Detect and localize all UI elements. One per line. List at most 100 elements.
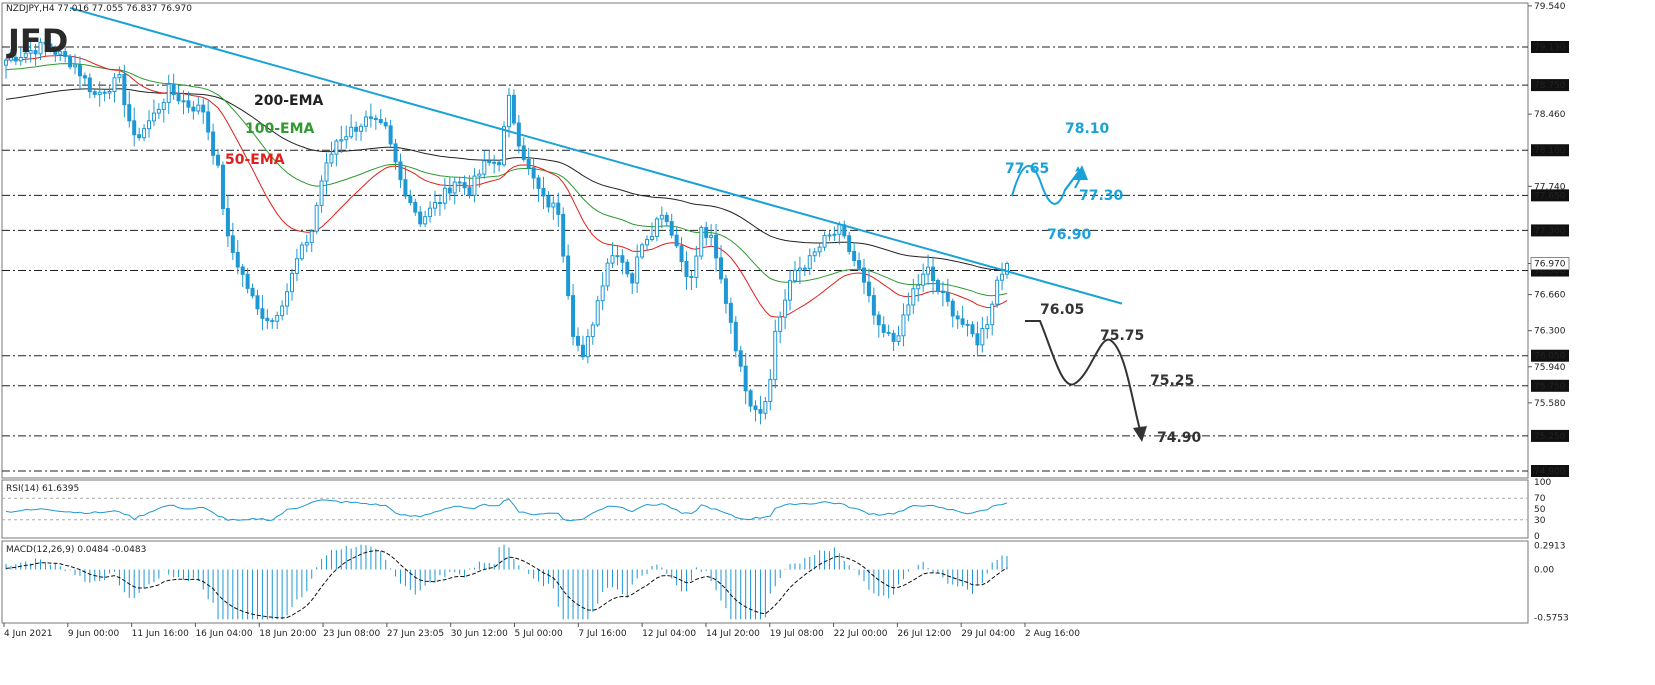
candle <box>802 264 807 277</box>
candle-body <box>521 145 526 160</box>
candle-body <box>220 164 225 210</box>
candle <box>359 123 364 141</box>
candle <box>58 46 63 62</box>
price-tick-79.540: 79.540 <box>1534 2 1566 12</box>
candle-body <box>728 302 733 323</box>
candle-body <box>344 136 349 141</box>
candle <box>285 283 290 315</box>
candle-body <box>53 48 58 55</box>
candle-body <box>1005 263 1009 275</box>
candle-body <box>97 91 102 95</box>
candle-body <box>635 256 640 284</box>
candle-body <box>758 409 763 414</box>
candle <box>827 230 832 241</box>
candle-body <box>265 317 270 322</box>
candle-body <box>886 331 891 334</box>
price-tick-79.130: 79.130 <box>1534 43 1566 53</box>
candle <box>437 194 442 216</box>
candle-body <box>398 161 403 181</box>
candle-body <box>147 120 151 130</box>
candle <box>462 175 467 196</box>
candle-body <box>719 257 723 280</box>
candle-body <box>625 261 630 275</box>
candle-body <box>995 279 1000 305</box>
candle-body <box>38 41 43 55</box>
candle <box>960 305 965 328</box>
bearish-arrow-head <box>1133 426 1147 442</box>
candle <box>871 287 876 325</box>
candle <box>580 335 585 360</box>
candle-body <box>107 91 112 94</box>
candle <box>147 110 151 138</box>
candle <box>630 271 635 294</box>
candle <box>738 345 743 372</box>
candle <box>206 100 211 141</box>
candle <box>699 225 704 260</box>
rsi-tick-30: 30 <box>1534 516 1546 526</box>
candle-body <box>467 187 472 196</box>
candle-body <box>783 299 788 318</box>
candle-body <box>186 100 191 108</box>
candle <box>349 114 354 139</box>
candle <box>546 191 551 213</box>
candle-body <box>442 187 447 204</box>
instrument-header: NZDJPY,H4 77.016 77.055 76.837 76.970 <box>6 4 192 14</box>
macd-tick-0.2913: 0.2913 <box>1534 541 1566 551</box>
jfd-logo: JFD <box>6 22 68 60</box>
candle-body <box>896 335 901 342</box>
candle <box>418 206 423 228</box>
bullish-level-76.90: 76.90 <box>1047 227 1092 243</box>
candle-body <box>926 266 931 275</box>
candle-body <box>334 140 339 155</box>
candle <box>763 396 768 420</box>
candle-body <box>620 255 625 263</box>
candle-body <box>151 112 156 122</box>
candle-body <box>990 303 995 326</box>
candle <box>541 176 546 210</box>
candle <box>309 229 314 253</box>
price-tick-76.660: 76.660 <box>1534 291 1566 301</box>
candle-body <box>112 77 117 93</box>
ema-200-line <box>5 88 1008 271</box>
candle <box>714 224 719 272</box>
candle-body <box>487 160 492 164</box>
candle-body <box>452 181 457 194</box>
candle-body <box>206 111 211 133</box>
candle <box>13 50 18 66</box>
candle-body <box>778 316 783 332</box>
candle-body <box>1000 273 1005 281</box>
candle-body <box>684 261 689 277</box>
candle-body <box>748 390 753 407</box>
candle <box>240 263 245 287</box>
candle-body <box>250 287 255 297</box>
candle <box>275 311 280 330</box>
downtrend-line <box>69 6 1123 305</box>
candle <box>916 274 921 302</box>
candle <box>265 308 270 330</box>
candle <box>373 114 378 130</box>
candle-body <box>216 154 221 166</box>
candle <box>990 301 995 336</box>
x-tick-8: 5 Jul 00:00 <box>515 629 564 639</box>
candle-body <box>127 104 132 122</box>
candle-body <box>566 255 571 297</box>
candle <box>368 103 373 128</box>
candle-body <box>571 295 576 337</box>
candle <box>585 329 590 364</box>
candle <box>38 38 43 60</box>
candle-body <box>368 116 373 119</box>
candle <box>477 169 482 188</box>
price-tick-75.580: 75.580 <box>1534 399 1566 409</box>
price-tick-78.100: 78.100 <box>1534 146 1566 156</box>
candle-body <box>891 332 896 342</box>
price-tick-74.900: 74.900 <box>1534 467 1566 477</box>
candle <box>511 89 516 126</box>
candle <box>807 248 812 275</box>
axes: 79.54079.13078.75078.46078.10077.74077.6… <box>3 2 1570 639</box>
candle <box>566 244 571 300</box>
candle <box>127 91 132 128</box>
candle <box>595 295 600 327</box>
candle-body <box>526 158 531 169</box>
candle-body <box>225 208 230 237</box>
candle <box>186 91 191 114</box>
